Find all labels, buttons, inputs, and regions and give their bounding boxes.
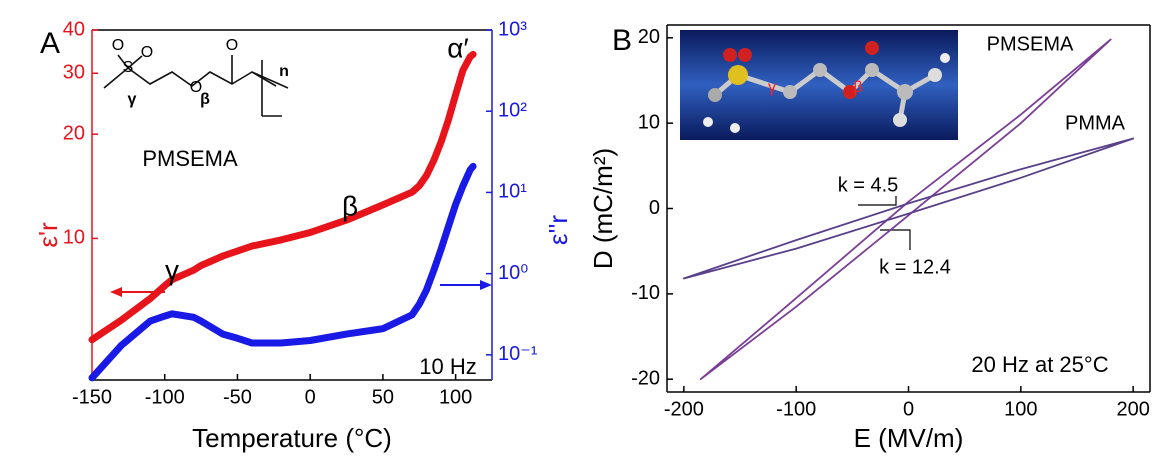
annotation: α′	[447, 32, 468, 63]
x-tick-label: -50	[223, 386, 252, 408]
y2-tick-label: 10¹	[498, 181, 527, 203]
y-tick-label: -10	[631, 282, 660, 304]
y-tick-label: 0	[649, 197, 660, 219]
x-tick-label: 0	[305, 386, 316, 408]
series-label: PMSEMA	[987, 33, 1074, 55]
inset-label: β	[853, 79, 862, 96]
annotation: A	[40, 27, 60, 60]
inset-label: γ	[768, 79, 776, 96]
structure-label: β	[200, 91, 210, 108]
structure-label: O	[226, 37, 238, 54]
structure-label: S	[123, 59, 134, 76]
y-tick-label: 30	[63, 62, 85, 84]
y-axis-label: ε'r	[33, 222, 63, 248]
y2-tick-label: 10⁻¹	[498, 343, 538, 365]
page: -150-100-500501001020304010⁻¹10⁰10¹10²10…	[0, 0, 1162, 463]
x-tick-label: 50	[372, 386, 394, 408]
structure-label: O	[112, 37, 124, 54]
series-line	[92, 54, 473, 339]
y2-tick-label: 10²	[498, 99, 527, 121]
annotation: 20 Hz at 25°C	[971, 352, 1108, 377]
y-tick-label: -20	[631, 367, 660, 389]
x-tick-label: -100	[776, 398, 816, 420]
y-tick-label: 20	[638, 26, 660, 48]
annotation: k = 12.4	[879, 256, 951, 278]
y2-tick-label: 10³	[498, 18, 527, 40]
y-tick-label: 10	[63, 227, 85, 249]
x-tick-label: 200	[1116, 398, 1149, 420]
series-line	[92, 166, 473, 378]
x-tick-label: 100	[1004, 398, 1037, 420]
x-tick-label: -150	[72, 386, 112, 408]
annotation: β	[342, 190, 358, 221]
x-tick-label: 100	[439, 386, 472, 408]
y-tick-label: 40	[63, 18, 85, 40]
x-tick-label: -100	[145, 386, 185, 408]
y-axis-label: D (mC/m²)	[588, 148, 618, 269]
y2-axis-label: ε''r	[543, 215, 573, 246]
annotation: γ	[165, 254, 179, 285]
structure-label: n	[279, 63, 289, 80]
structure-label: O	[141, 44, 153, 61]
annotation: 10 Hz	[419, 354, 476, 379]
x-axis-label: E (MV/m)	[854, 423, 964, 453]
x-axis-label: Temperature (°C)	[192, 423, 392, 453]
figure: -150-100-500501001020304010⁻¹10⁰10¹10²10…	[0, 0, 1162, 463]
x-tick-label: 0	[903, 398, 914, 420]
annotation: k = 4.5	[838, 174, 899, 196]
inset-molecule	[680, 30, 958, 140]
y-tick-label: 10	[638, 111, 660, 133]
annotation: B	[612, 24, 632, 57]
series-label: PMMA	[1065, 112, 1126, 134]
structure-label: γ	[128, 91, 137, 108]
y2-tick-label: 10⁰	[498, 262, 528, 284]
annotation: PMSEMA	[142, 146, 238, 171]
x-tick-label: -200	[664, 398, 704, 420]
y-tick-label: 20	[63, 122, 85, 144]
